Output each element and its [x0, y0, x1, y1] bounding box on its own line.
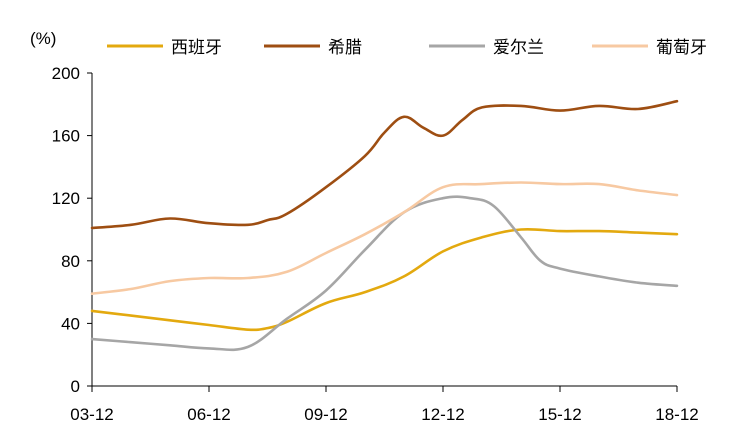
y-axis-unit-label: (%) [30, 29, 56, 48]
x-tick-label: 15-12 [538, 405, 581, 424]
x-tick-label: 18-12 [655, 405, 698, 424]
series-line-1 [90, 227, 679, 332]
y-tick-label: 120 [52, 189, 80, 208]
y-axis: 0 40 80 120 160 200 [52, 64, 93, 396]
y-tick-label: 160 [52, 127, 80, 146]
series-line-4 [90, 181, 679, 295]
legend-label: 西班牙 [171, 38, 222, 58]
y-tick-label: 80 [61, 252, 80, 271]
x-tick-label: 03-12 [70, 405, 113, 424]
legend-label: 希腊 [328, 38, 362, 58]
x-axis: 03-12 06-12 09-12 12-12 15-12 18-12 [70, 385, 699, 424]
series-line-3 [90, 195, 679, 352]
series-line-2 [90, 99, 679, 230]
x-tick-label: 09-12 [304, 405, 347, 424]
plot-area [90, 99, 679, 352]
y-tick-label: 0 [71, 377, 80, 396]
y-tick-label: 40 [61, 314, 80, 333]
x-tick-label: 06-12 [187, 405, 230, 424]
y-tick-label: 200 [52, 64, 80, 83]
x-tick-label: 12-12 [421, 405, 464, 424]
legend-label: 葡萄牙 [656, 38, 707, 58]
legend-label: 爱尔兰 [493, 38, 544, 58]
legend: 西班牙 希腊 爱尔兰 葡萄牙 [107, 38, 707, 58]
